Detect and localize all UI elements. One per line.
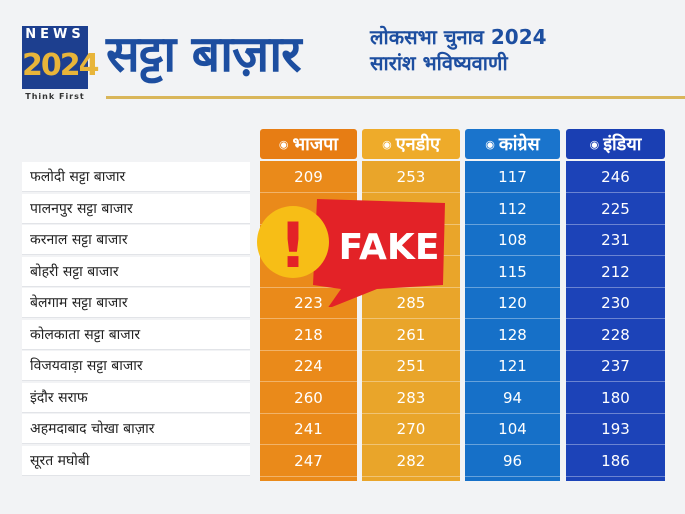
column-header-1: ◉ एनडीए — [362, 129, 460, 159]
table-cell: 260 — [260, 383, 357, 414]
stamp-circle — [257, 206, 329, 278]
table-cell: 209 — [260, 162, 357, 193]
column-bg — [465, 161, 560, 481]
stamp-text: FAKE — [339, 227, 440, 268]
table-cell: 247 — [260, 446, 357, 477]
row-label: बेलगाम सट्टा बाजार — [22, 288, 250, 318]
table-cell: 117 — [465, 162, 560, 193]
fake-stamp: ! FAKE — [257, 199, 445, 307]
table-cell — [362, 257, 460, 288]
page-title: सट्टा बाज़ार — [106, 25, 302, 83]
row-label: बोहरी सट्टा बाजार — [22, 256, 250, 287]
logo-news: NEWS — [22, 26, 88, 43]
table-cell: 186 — [566, 446, 665, 477]
table-cell: 112 — [465, 194, 560, 225]
table-cell: 270 — [362, 414, 460, 445]
table-cell: 223 — [260, 288, 357, 319]
table-cell: 120 — [465, 288, 560, 319]
row-label: पालनपुर सट्टा बाजार — [22, 193, 250, 224]
row-label: अहमदाबाद चोखा बाज़ार — [22, 414, 250, 444]
column-header-2: ◉ कांग्रेस — [465, 129, 560, 159]
table-cell: 246 — [566, 162, 665, 193]
row-label: फलोदी सट्टा बाजार — [22, 162, 250, 192]
subtitle: लोकसभा चुनाव 2024 सारांश भविष्यवाणी — [370, 24, 547, 76]
row-label: सूरत मघोबी — [22, 445, 250, 476]
table-cell: 261 — [362, 320, 460, 351]
table-cell: 237 — [566, 351, 665, 382]
stamp-bubble — [313, 199, 445, 307]
table-cell: 285 — [362, 288, 460, 319]
table-cell: 180 — [566, 383, 665, 414]
table-cell: 225 — [566, 194, 665, 225]
column-label: इंडिया — [603, 134, 642, 155]
row-label: कोलकाता सट्टा बाजार — [22, 319, 250, 350]
table-cell: 104 — [465, 414, 560, 445]
column-label: कांग्रेस — [498, 134, 540, 155]
table-cell: 230 — [566, 288, 665, 319]
table-cell: 193 — [566, 414, 665, 445]
table-cell: 228 — [566, 320, 665, 351]
table-cell: 108 — [465, 225, 560, 256]
row-label: विजयवाड़ा सट्टा बाजार — [22, 351, 250, 381]
row-label: करनाल सट्टा बाजार — [22, 225, 250, 255]
exclamation-icon: ! — [279, 209, 307, 282]
logo-year: 2024 — [22, 43, 100, 89]
table-cell — [260, 257, 357, 288]
divider — [106, 96, 685, 99]
row-label: इंदौर सराफ — [22, 382, 250, 413]
table-cell: 96 — [465, 446, 560, 477]
news2024-logo: NEWS 2024 Think First — [22, 26, 100, 101]
column-label: भाजपा — [292, 134, 339, 155]
nda-logo: ◉ — [382, 137, 392, 151]
lotus-icon: ◉ — [278, 137, 289, 151]
table-cell: 128 — [465, 320, 560, 351]
column-header-3: ◉ इंडिया — [566, 129, 665, 159]
table-cell: 282 — [362, 446, 460, 477]
subtitle-line-1: लोकसभा चुनाव 2024 — [370, 25, 547, 49]
table-cell: 212 — [566, 257, 665, 288]
column-header-0: ◉ भाजपा — [260, 129, 357, 159]
table-cell: 121 — [465, 351, 560, 382]
table-cell: 241 — [260, 414, 357, 445]
table-cell: 115 — [465, 257, 560, 288]
table-cell: 251 — [362, 351, 460, 382]
table-cell: 231 — [566, 225, 665, 256]
logo-tagline: Think First — [25, 92, 85, 101]
column-label: एनडीए — [395, 134, 440, 155]
subtitle-line-2: सारांश भविष्यवाणी — [370, 51, 508, 75]
india-logo: ◉ — [589, 137, 600, 151]
table-cell: 283 — [362, 383, 460, 414]
table-cell: 224 — [260, 351, 357, 382]
hand-icon: ◉ — [485, 137, 495, 151]
column-bg — [566, 161, 665, 481]
table-cell: 218 — [260, 320, 357, 351]
table-cell: 94 — [465, 383, 560, 414]
table-cell: 253 — [362, 162, 460, 193]
